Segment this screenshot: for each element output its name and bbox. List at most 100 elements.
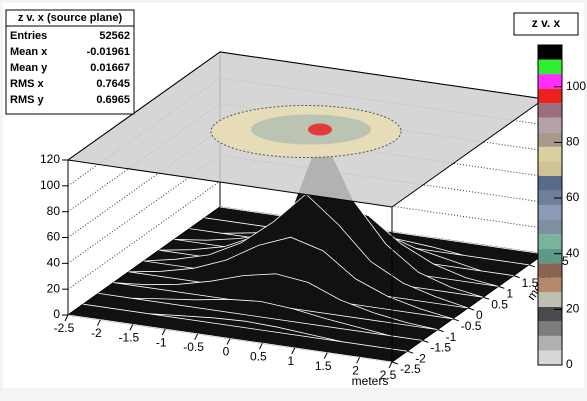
colorbar-band [538,263,562,278]
colorbar-band [538,306,562,322]
colorbar-band [538,277,562,293]
x-tick [161,328,166,336]
y-tick [437,329,444,333]
z-tick-label: 100 [40,178,60,192]
y-tick-label: 1 [506,287,513,301]
colorbar-band [538,350,562,365]
x-tick [96,319,101,326]
stats-label: Mean x [10,46,48,58]
colorbar-frame [537,44,563,366]
x-tick [356,357,361,364]
x-tick-label: 1.5 [315,359,332,373]
y-tick-label: -1.5 [430,341,451,355]
surface-row [98,293,423,341]
stats-value: 0.01667 [90,62,130,74]
y-tick [452,318,459,322]
x-tick-label: 0 [223,345,230,359]
top-projection [308,123,332,136]
x-tick [323,352,328,359]
z-tick-label: 20 [47,281,61,295]
colorbar-tick-label: 100 [566,79,586,93]
x-tick [226,338,231,345]
z-tick-label: 80 [47,204,61,218]
y-tick-label: 1.5 [522,276,539,290]
colorbar-tick-label: 40 [566,246,580,260]
x-tick-label: -1 [156,335,167,349]
x-tick [129,324,134,331]
z-tick-label: 120 [40,152,60,166]
colorbar-band [538,59,562,75]
stats-value: 52562 [99,30,130,42]
colorbar-tick-label: 60 [566,190,580,204]
title-frame [513,12,579,36]
surface-row [113,273,438,330]
title-box: z v. x [513,12,579,36]
colorbar-band [538,321,562,336]
x-tick-label: -2.5 [54,321,75,335]
x-tick-label: -2 [91,326,102,340]
colorbar-tick-label: 0 [566,357,573,371]
y-tick [422,339,429,343]
y-tick-label: -1 [446,330,457,344]
x-tick-label: 2.5 [380,368,397,382]
colorbar-band [538,74,562,89]
colorbar-band [538,234,562,249]
chart-title: z v. x [532,16,561,30]
y-tick [407,350,414,354]
stats-title: z v. x (source plane) [18,12,123,24]
y-tick-label: -0.5 [461,319,482,333]
x-tick-label: 2 [352,363,359,377]
x-tick [194,333,199,341]
stats-value: -0.01961 [87,46,130,58]
colorbar-tick-label: 80 [566,135,580,149]
y-tick-label: -2.5 [400,362,421,376]
y-tick [528,264,535,268]
x-tick [388,361,393,369]
x-axis-label: meters [352,374,389,388]
colorbar-band [538,205,562,220]
colorbar-band [538,190,562,205]
colorbar-band [538,248,562,264]
x-tick-label: -1.5 [118,331,139,345]
y-tick [498,285,505,289]
z-tick-label: 40 [47,256,61,270]
y-tick-label: -2 [415,351,426,365]
colorbar-band [538,161,562,176]
colorbar-band [538,292,562,307]
y-tick [513,275,520,279]
stats-value: 0.6965 [96,94,130,106]
colorbar-band [538,175,562,191]
colorbar-band [538,117,562,133]
x-tick [291,347,296,355]
colorbar-band [538,103,562,118]
stats-label: RMS y [10,94,45,106]
y-tick [483,296,490,300]
colorbar-band [538,88,562,104]
colorbar-tick-label: 20 [566,302,580,316]
x-tick-label: -0.5 [183,340,204,354]
stats-label: Mean y [10,62,48,74]
stats-value: 0.7645 [96,78,130,90]
colorbar-band [538,132,562,147]
x-tick-label: 0.5 [250,349,267,363]
colorbar-band [538,335,562,351]
x-tick [258,342,263,350]
x-tick-label: 1 [287,354,294,368]
x-tick [64,314,69,322]
z-tick-label: 0 [53,307,60,321]
y-tick [467,307,475,311]
y-tick [391,361,399,365]
surface-row [83,303,408,352]
y-tick-label: 0 [476,308,483,322]
z-tick-label: 60 [47,230,61,244]
y-tick-label: 0.5 [491,297,508,311]
stats-label: Entries [10,30,47,42]
stats-frame [5,9,135,115]
colorbar-band [538,219,562,235]
stats-label: RMS x [10,78,45,90]
colorbar-band [538,146,562,162]
colorbar-band [538,45,562,60]
stats-box: z v. x (source plane) Entries 52562 Mean x… [5,9,135,115]
